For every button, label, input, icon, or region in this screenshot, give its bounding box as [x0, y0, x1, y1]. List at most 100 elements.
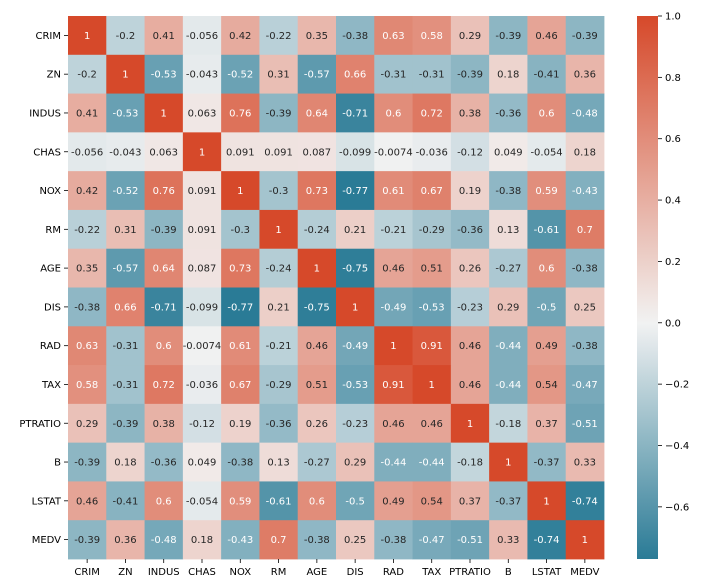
- cell-value-label: -0.39: [112, 419, 138, 430]
- heatmap-cell-rad-nox: [221, 326, 260, 366]
- cell-value-label: -0.38: [572, 341, 598, 352]
- cell-value-label: 0.42: [229, 31, 251, 42]
- cell-value-label: 0.49: [535, 341, 557, 352]
- cell-value-label: -0.056: [71, 147, 103, 158]
- cell-value-label: 0.25: [574, 302, 596, 313]
- cell-value-label: 1: [467, 419, 473, 430]
- cell-value-label: 0.6: [539, 264, 555, 275]
- heatmap-cell-dis-rm: [259, 287, 299, 327]
- heatmap-cell-b-dis: [336, 442, 375, 482]
- cell-value-label: 0.29: [459, 31, 481, 42]
- cell-value-label: 0.67: [229, 380, 251, 391]
- heatmap-cell-medv-indus: [144, 520, 184, 560]
- cell-value-label: 0.26: [306, 419, 328, 430]
- cell-value-label: 0.091: [188, 225, 217, 236]
- heatmap-cell-medv-tax: [412, 520, 452, 560]
- heatmap-cell-indus-ptratio: [450, 93, 490, 133]
- heatmap-cell-dis-crim: [68, 287, 107, 327]
- cell-value-label: -0.056: [186, 31, 218, 42]
- cell-value-label: -0.51: [572, 419, 598, 430]
- cell-value-label: -0.36: [266, 419, 292, 430]
- y-tick-label: MEDV: [32, 535, 61, 546]
- heatmap-cell-medv-age: [297, 520, 337, 560]
- heatmap-cell-ptratio-lstat: [527, 403, 567, 444]
- cell-value-label: -0.31: [419, 70, 445, 81]
- heatmap-cell-b-chas: [182, 442, 222, 482]
- y-tick-label: INDUS: [29, 108, 61, 119]
- cell-value-label: -0.0074: [374, 147, 413, 158]
- cell-value-label: 0.35: [306, 31, 328, 42]
- cell-value-label: 0.66: [344, 70, 366, 81]
- heatmap-cell-rm-age: [297, 209, 337, 250]
- cell-value-label: 0.6: [156, 341, 172, 352]
- heatmap-cell-b-indus: [144, 442, 184, 482]
- heatmap-cell-rad-indus: [144, 326, 184, 366]
- cell-value-label: -0.23: [457, 302, 483, 313]
- x-tick-label: CHAS: [188, 567, 216, 578]
- cell-value-label: 0.087: [303, 147, 332, 158]
- cell-value-label: -0.71: [342, 108, 368, 119]
- heatmap-cell-rm-indus: [144, 209, 184, 250]
- heatmap-cell-rm-lstat: [527, 209, 567, 250]
- cell-value-label: -0.71: [151, 302, 177, 313]
- cell-value-label: -0.12: [457, 147, 483, 158]
- cell-value-label: -0.44: [419, 458, 445, 469]
- heatmap-cell-medv-zn: [106, 520, 145, 560]
- heatmap-cell-chas-ptratio: [450, 132, 490, 172]
- heatmap-cell-dis-ptratio: [450, 287, 490, 327]
- cell-value-label: 0.72: [153, 380, 175, 391]
- cell-value-label: 0.54: [535, 380, 557, 391]
- heatmap-cell-chas-lstat: [527, 132, 567, 172]
- heatmap-cell-rad-age: [297, 326, 337, 366]
- cell-value-label: -0.44: [495, 380, 521, 391]
- cell-value-label: -0.47: [419, 535, 445, 546]
- heatmap-cell-ptratio-dis: [336, 403, 375, 444]
- cell-value-label: 0.19: [229, 419, 251, 430]
- heatmap-cell-age-age: [297, 248, 337, 288]
- heatmap-cell-indus-dis: [336, 93, 375, 133]
- heatmap-cell-lstat-rad: [374, 481, 413, 521]
- heatmap-cell-zn-b: [489, 54, 528, 94]
- heatmap-cell-lstat-dis: [336, 481, 375, 521]
- heatmap-cell-dis-indus: [144, 287, 184, 327]
- heatmap-cell-rad-medv: [565, 326, 605, 366]
- cell-value-label: 0.33: [497, 535, 519, 546]
- heatmap-cell-chas-rad: [374, 132, 413, 172]
- heatmap-cell-chas-medv: [565, 132, 605, 172]
- heatmap-cell-crim-dis: [336, 16, 375, 56]
- heatmap-cell-lstat-age: [297, 481, 337, 521]
- cell-value-label: 0.26: [459, 264, 481, 275]
- heatmap-cell-age-nox: [221, 248, 260, 288]
- cell-value-label: 0.29: [76, 419, 98, 430]
- cell-value-label: -0.099: [339, 147, 371, 158]
- cell-value-label: 0.37: [535, 419, 557, 430]
- heatmap-cell-tax-b: [489, 365, 528, 405]
- cell-value-label: 1: [429, 380, 435, 391]
- heatmap-cell-medv-rad: [374, 520, 413, 560]
- cell-value-label: -0.39: [457, 70, 483, 81]
- y-tick-label: CRIM: [35, 31, 61, 42]
- cell-value-label: -0.52: [112, 186, 138, 197]
- heatmap-cell-rad-dis: [336, 326, 375, 366]
- heatmap-cell-dis-medv: [565, 287, 605, 327]
- cell-value-label: 0.67: [421, 186, 443, 197]
- x-tick-label: DIS: [347, 567, 364, 578]
- heatmap-cell-tax-dis: [336, 365, 375, 405]
- heatmap-cell-tax-ptratio: [450, 365, 490, 405]
- heatmap-cell-dis-tax: [412, 287, 452, 327]
- y-tick-label: RAD: [40, 341, 61, 352]
- cell-value-label: 0.25: [344, 535, 366, 546]
- cell-value-label: 0.63: [382, 31, 404, 42]
- cell-value-label: -0.27: [495, 264, 521, 275]
- cell-value-label: -0.74: [572, 496, 598, 507]
- heatmap-cell-dis-lstat: [527, 287, 567, 327]
- heatmap-cell-b-age: [297, 442, 337, 482]
- heatmap-cell-rad-crim: [68, 326, 107, 366]
- colorbar: 1.0 0.8 0.6 0.4 0.2 0.0 −0.2 −0.4 −0.6: [637, 12, 689, 559]
- heatmap-cell-ptratio-chas: [182, 403, 222, 444]
- heatmap-cell-zn-rm: [259, 54, 299, 94]
- heatmap-cell-age-dis: [336, 248, 375, 288]
- heatmap-cell-ptratio-ptratio: [450, 403, 490, 444]
- heatmap-cell-rad-ptratio: [450, 326, 490, 366]
- colorbar-tick-label: 0.2: [665, 257, 681, 268]
